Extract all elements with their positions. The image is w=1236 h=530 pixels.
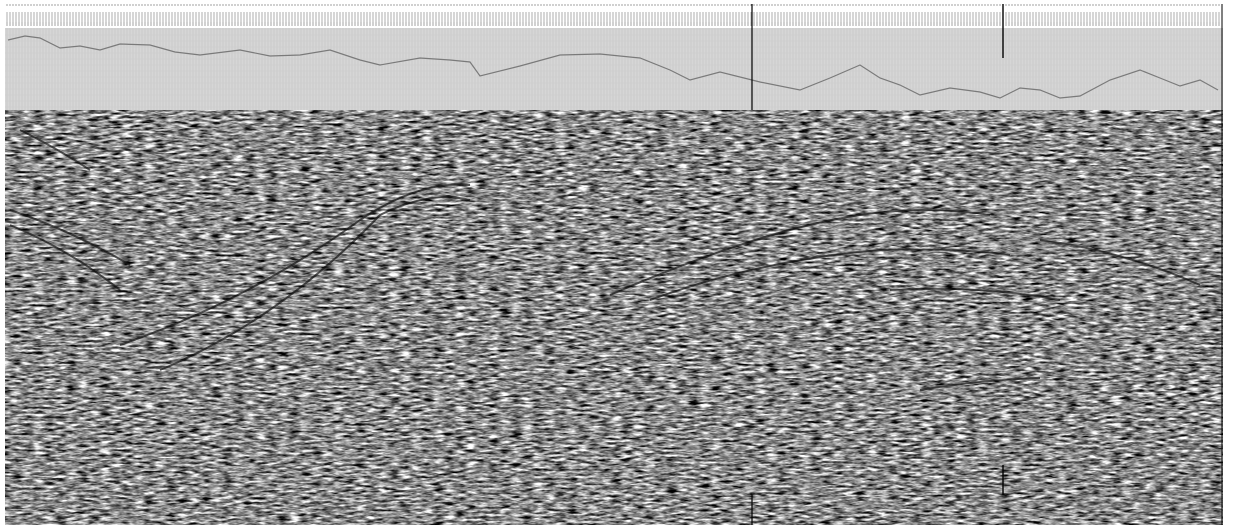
seismic-section (0, 0, 1236, 530)
page (0, 0, 1236, 530)
seismic-texture (5, 110, 1223, 525)
seismic-data (5, 110, 1223, 525)
header-panel (5, 28, 1223, 110)
trace-tick-strip (5, 4, 1223, 26)
